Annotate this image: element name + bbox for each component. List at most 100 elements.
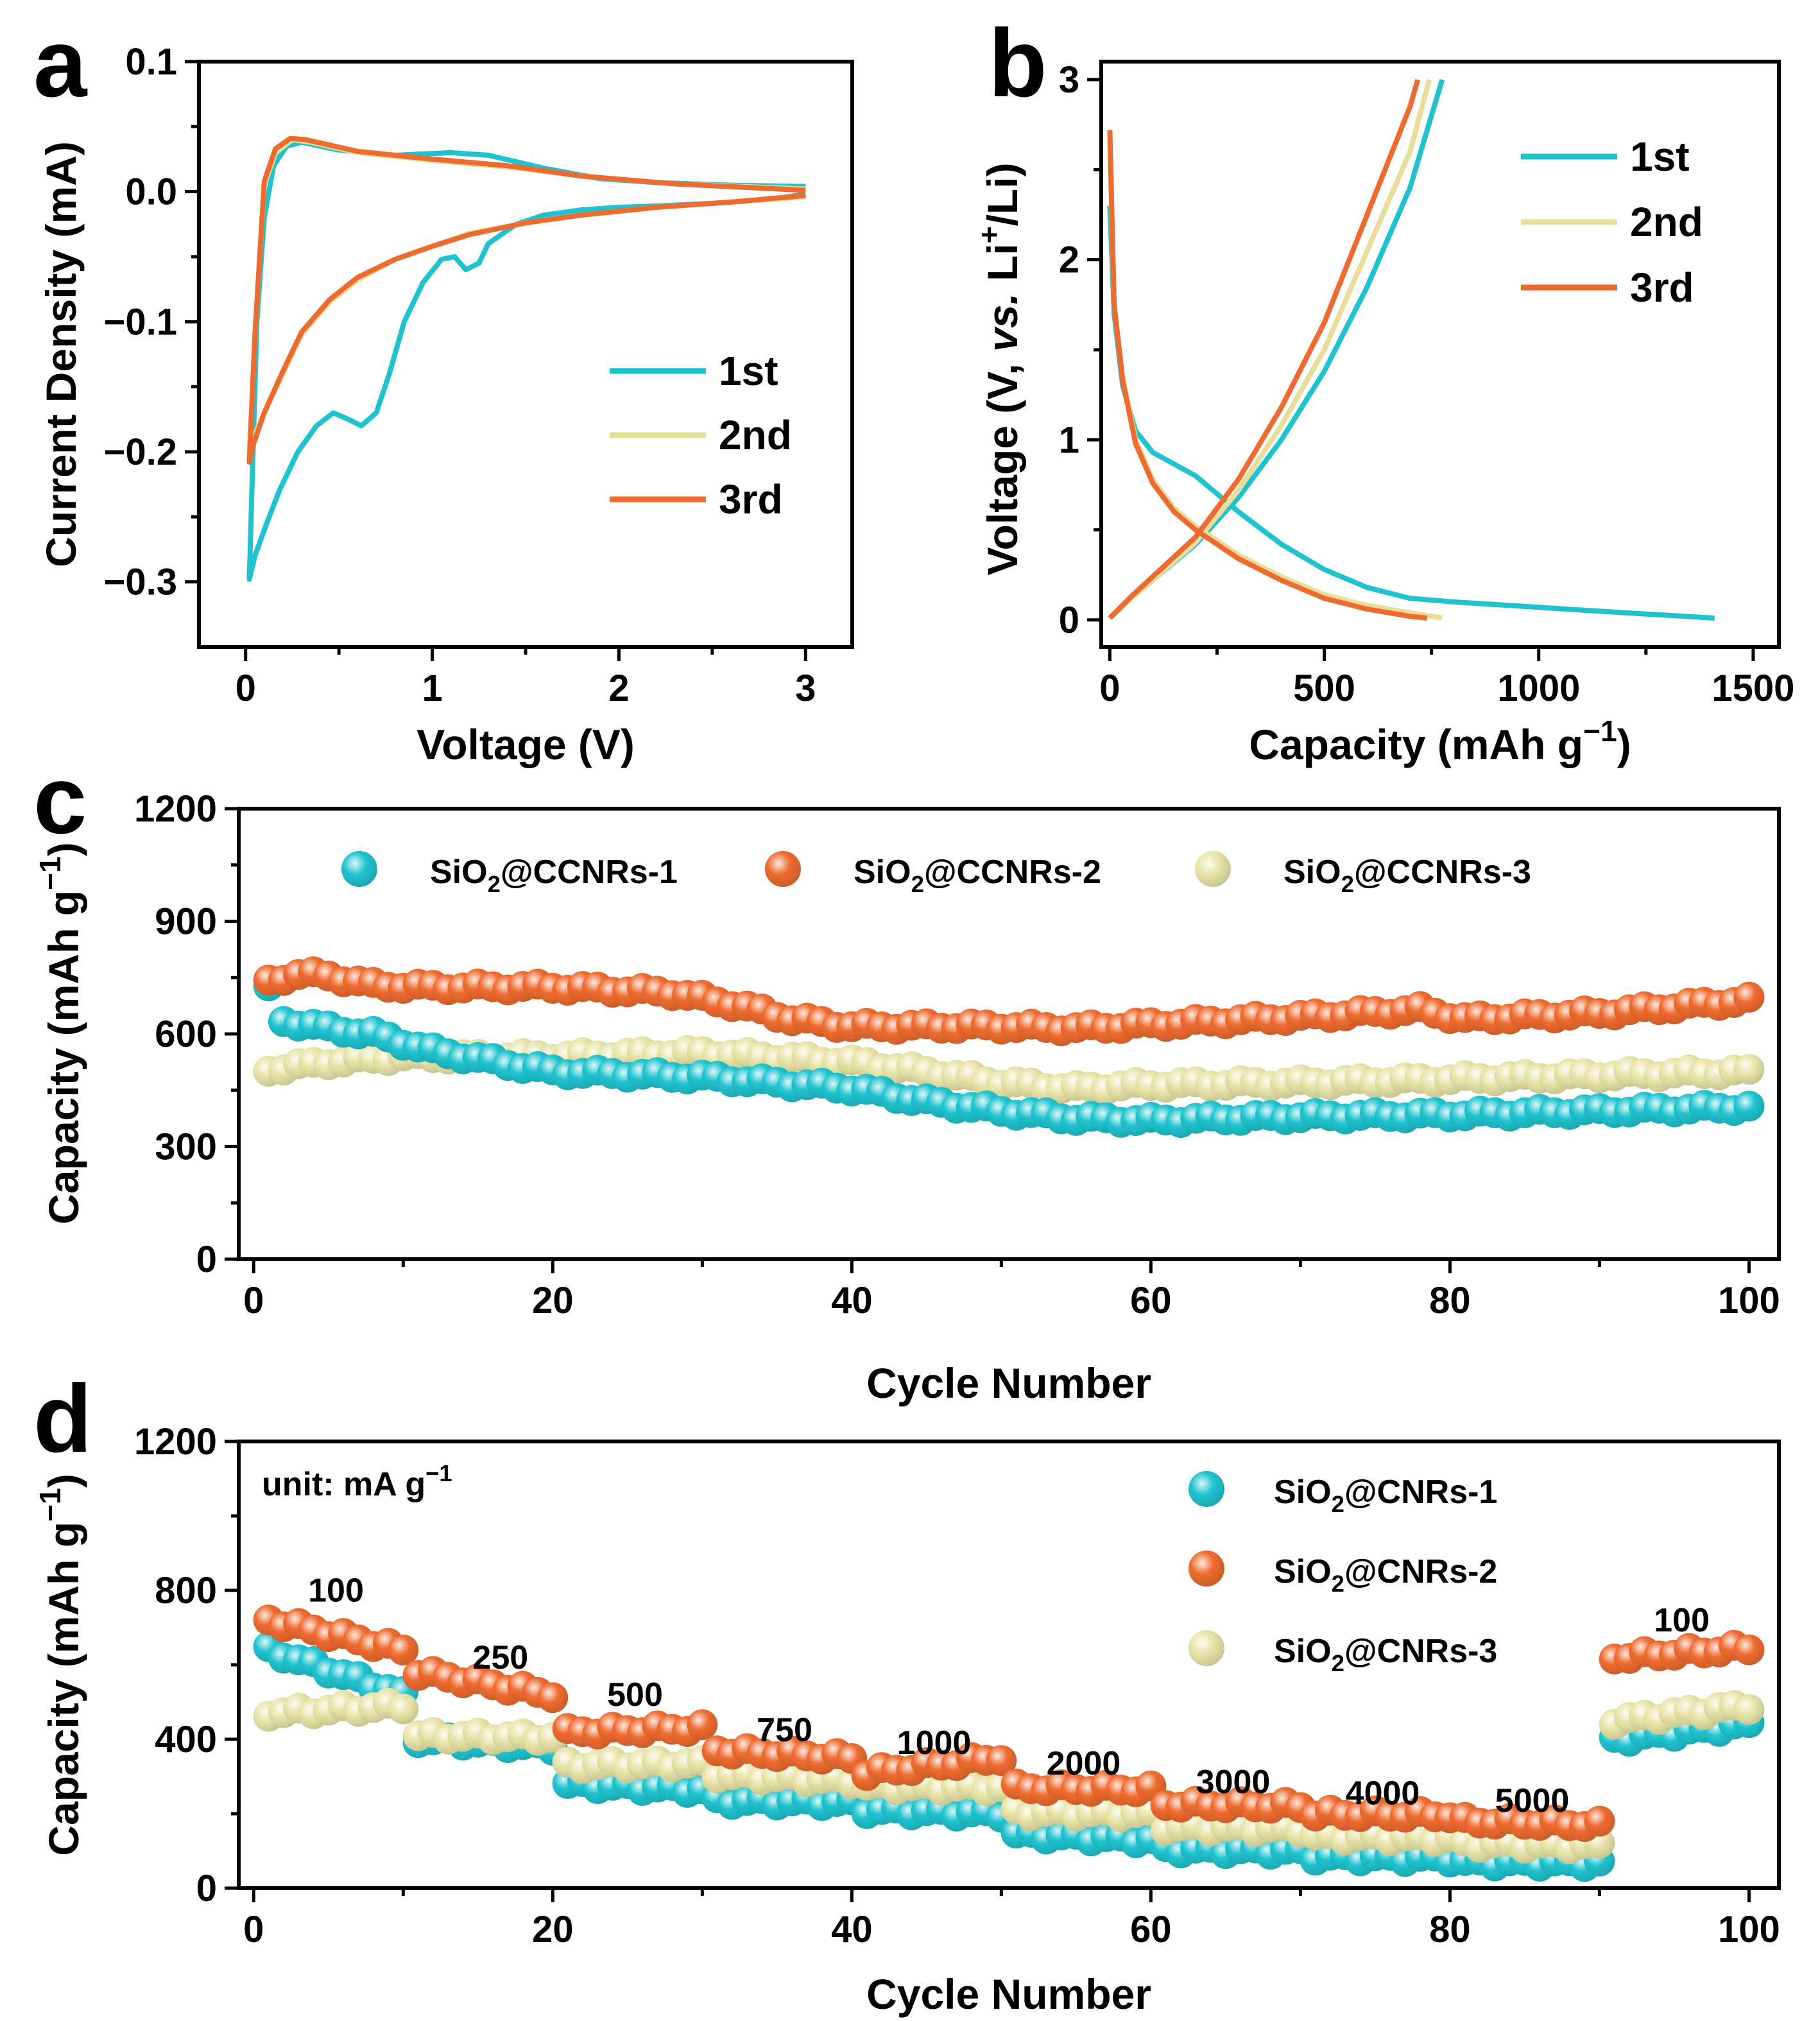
legend-label-b: 1st: [1630, 133, 1690, 180]
y-axis-label-b-end: /Li): [979, 162, 1026, 226]
panel-label-a: a: [33, 9, 88, 117]
legend-label-SiO2@CCNRs-2: SiO2@CCNRs-2: [854, 854, 1101, 897]
legend-label-SiO2@CCNRs-2-rest: @CCNRs-2: [924, 854, 1101, 891]
y-tick-label-a: −0.2: [104, 431, 178, 473]
legend-marker-SiO2@CNRs-2: [1189, 1551, 1224, 1587]
legend-label-SiO2@CCNRs-2-sub: 2: [911, 871, 924, 897]
d-dots: [253, 1604, 1765, 1882]
data-point-SiO2@CNRs-3: [1733, 1694, 1765, 1725]
y-axis-label-b: Voltage (V, vs. Li+/Li): [972, 162, 1026, 575]
legend-label-SiO2@CCNRs-1: SiO2@CCNRs-1: [430, 854, 678, 897]
legend-label-SiO2@CCNRs-1-base: SiO: [430, 854, 488, 891]
y-axis-label-c-text: Capacity (mAh g: [40, 890, 87, 1225]
rate-annotation: 100: [308, 1572, 364, 1609]
panel-b: b 0 500 1000 1500 0 1 2 3 Capacity (mAh g−1) Vo…: [972, 9, 1794, 768]
x-tick-label-c: 80: [1429, 1280, 1471, 1321]
b-lines: [1107, 78, 1715, 621]
unit-label-d-sup: −1: [425, 1460, 452, 1486]
y-tick-label-d: 0: [196, 1868, 217, 1909]
legend-b: 1st 2nd 3rd: [1521, 133, 1703, 311]
y-tick-label-c: 600: [155, 1013, 217, 1055]
legend-label-a: 1st: [719, 348, 778, 394]
x-tick-label-d: 40: [831, 1909, 873, 1950]
rate-annotation: 2000: [1047, 1745, 1121, 1782]
legend-label-SiO2@CNRs-3: SiO2@CNRs-3: [1274, 1633, 1497, 1676]
x-tick-label-a: 1: [422, 667, 442, 709]
legend-marker-SiO2@CCNRs-3: [1195, 851, 1231, 887]
y-tick-label-c: 300: [155, 1126, 217, 1168]
rate-annotation: 250: [472, 1639, 528, 1676]
legend-label-SiO2@CCNRs-1-sub: 2: [488, 871, 501, 897]
x-tick-label-d: 80: [1429, 1909, 1471, 1950]
data-point-SiO2@CNRs-3: [388, 1693, 419, 1724]
legend-label-SiO2@CCNRs-2-base: SiO: [854, 854, 911, 891]
c-ticks: 0 20 40 60 80 100 0 300 600 900 1200: [134, 788, 1780, 1321]
y-axis-label-d: Capacity (mAh g−1): [33, 1474, 87, 1855]
rate-annotation: 5000: [1495, 1782, 1570, 1819]
legend-label-b: 3rd: [1630, 264, 1694, 311]
x-tick-label-b: 1500: [1712, 667, 1794, 709]
x-tick-label-d: 0: [243, 1909, 264, 1950]
x-tick-label-b: 0: [1099, 667, 1120, 709]
x-tick-label-d: 20: [532, 1909, 574, 1950]
data-point-SiO2@CCNRs-3: [1733, 1054, 1765, 1085]
y-tick-label-d: 400: [155, 1719, 217, 1760]
x-tick-label-a: 3: [795, 667, 816, 709]
y-tick-label-a: −0.1: [104, 301, 178, 343]
x-axis-label-b: Capacity (mAh g−1): [1249, 714, 1631, 768]
x-tick-label-c: 40: [831, 1280, 873, 1321]
x-tick-label-d: 60: [1130, 1909, 1172, 1950]
d-annotations: 100 250 500 750 1000 2000 3000 4000 5000 100: [308, 1572, 1710, 1819]
y-axis-label-b-italic: vs.: [979, 293, 1026, 352]
legend-label-SiO2@CNRs-1-sub: 2: [1332, 1491, 1344, 1517]
unit-label-d: unit: mA g−1: [262, 1460, 452, 1503]
x-axis-label-a: Voltage (V): [416, 721, 635, 768]
legend-label-SiO2@CNRs-3-rest: @CNRs-3: [1344, 1633, 1498, 1670]
y-axis-label-b-sup: +: [972, 226, 1006, 243]
legend-marker-SiO2@CNRs-3: [1189, 1630, 1224, 1666]
legend-label-SiO2@CNRs-3-base: SiO: [1274, 1633, 1332, 1670]
legend-label-SiO2@CNRs-1-base: SiO: [1274, 1474, 1332, 1511]
data-point-SiO2@CNRs-2: [1584, 1805, 1615, 1837]
legend-marker-SiO2@CCNRs-1: [341, 851, 377, 887]
x-axis-label-b-end: ): [1617, 721, 1631, 768]
data-point-SiO2@CNRs-2: [986, 1745, 1017, 1776]
legend-label-SiO2@CNRs-2-sub: 2: [1332, 1570, 1344, 1597]
legend-label-a: 3rd: [719, 476, 783, 522]
legend-label-a: 2nd: [719, 412, 792, 458]
legend-label-SiO2@CNRs-3-sub: 2: [1332, 1650, 1344, 1676]
y-axis-label-b-pre: Voltage (V,: [979, 352, 1026, 575]
legend-label-b: 2nd: [1630, 199, 1703, 245]
charge-curve-3rd: [1108, 79, 1421, 620]
y-axis-label-c: Capacity (mAh g−1): [33, 842, 87, 1224]
c-dots: [253, 956, 1765, 1138]
y-tick-label-b: 0: [1059, 599, 1079, 641]
legend-label-SiO2@CNRs-1: SiO2@CNRs-1: [1274, 1474, 1497, 1517]
data-point-SiO2@CNRs-2: [537, 1682, 569, 1714]
discharge-curve-2nd: [1107, 142, 1443, 621]
x-tick-label-c: 100: [1718, 1280, 1780, 1321]
legend-label-SiO2@CNRs-2-rest: @CNRs-2: [1344, 1553, 1498, 1590]
data-point-SiO2@CNRs-2: [687, 1709, 718, 1741]
x-axis-label-b-sup: −1: [1583, 714, 1617, 748]
legend-label-SiO2@CNRs-2-base: SiO: [1274, 1553, 1332, 1590]
y-axis-label-d-sup: −1: [33, 1488, 67, 1522]
panel-label-c: c: [33, 746, 87, 854]
b-ticks: 0 500 1000 1500 0 1 2 3: [1059, 59, 1795, 709]
y-tick-label-a: −0.3: [104, 562, 178, 603]
legend-label-SiO2@CNRs-2: SiO2@CNRs-2: [1274, 1553, 1497, 1597]
plot-frame-b: [1099, 60, 1781, 649]
rate-annotation: 500: [607, 1676, 663, 1714]
data-point-SiO2@CNRs-2: [1733, 1634, 1765, 1665]
y-axis-label-d-text: Capacity (mAh g: [40, 1522, 87, 1856]
discharge-curve-1st: [1107, 205, 1715, 621]
x-tick-label-a: 2: [608, 667, 629, 709]
a-ticks: 0 1 2 3 0.1 0.0 −0.1 −0.2 −0.3: [104, 41, 816, 709]
y-axis-label-c-end: ): [40, 842, 87, 856]
data-point-SiO2@CNRs-2: [388, 1634, 419, 1665]
x-tick-label-c: 0: [243, 1280, 264, 1321]
y-axis-label-c-sup: −1: [33, 856, 67, 890]
